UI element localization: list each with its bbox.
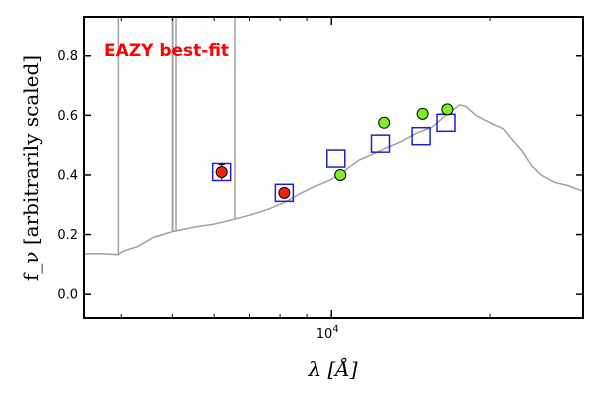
observed-point-green xyxy=(334,168,347,181)
observed-point-red xyxy=(278,186,291,199)
template-spectrum-line xyxy=(84,104,583,256)
y-tick-label: 0.0 xyxy=(57,288,78,303)
y-tick-label: 0.4 xyxy=(57,168,78,183)
model-photometry-box xyxy=(436,113,456,133)
observed-point-red xyxy=(215,165,228,178)
y-axis-label: f_ν [arbitrarily scaled] xyxy=(19,55,43,281)
x-tick-label: 104 xyxy=(316,324,339,342)
y-tick-label: 0.2 xyxy=(57,228,78,243)
y-tick-label: 0.8 xyxy=(57,49,78,64)
model-photometry-box xyxy=(326,149,346,168)
plot-frame xyxy=(83,16,584,319)
plot-area xyxy=(84,17,583,256)
y-tick-label: 0.6 xyxy=(57,109,78,124)
eazy-best-fit-label: EAZY best-fit xyxy=(104,41,229,61)
model-photometry-box xyxy=(370,134,391,153)
plot-content xyxy=(84,17,583,256)
observed-point-green xyxy=(378,116,391,129)
observed-point-green xyxy=(416,107,429,120)
model-photometry-box xyxy=(211,162,232,182)
axis-ticks: 0.0 0.2 0.4 0.6 0.8 104 xyxy=(57,17,583,342)
model-photometry-box xyxy=(274,183,295,203)
model-photometry-box xyxy=(411,126,431,146)
x-axis-label: λ [Å] xyxy=(307,356,357,381)
observed-point-green xyxy=(441,103,454,116)
